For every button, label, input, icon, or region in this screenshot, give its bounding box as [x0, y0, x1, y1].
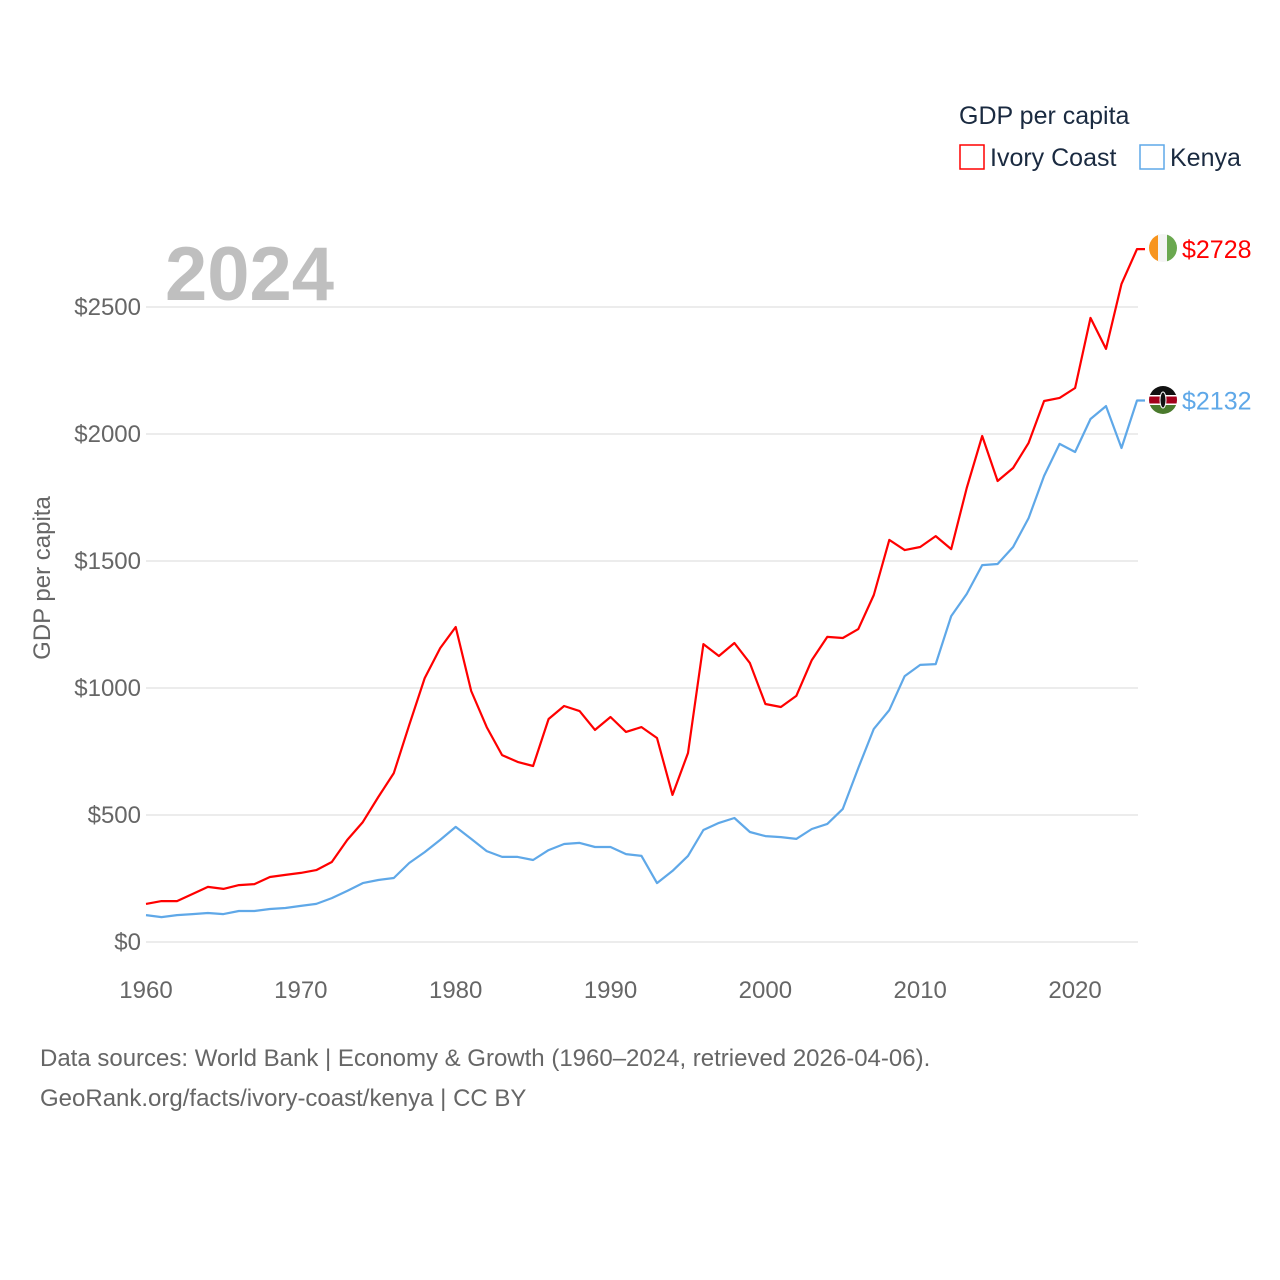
x-tick-label: 2000 [739, 977, 792, 1004]
end-value-label: $2132 [1182, 387, 1252, 415]
y-tick-label: $1500 [74, 548, 141, 575]
gridlines [146, 306, 1138, 943]
ivory-coast-flag-icon [1149, 234, 1177, 262]
footer-link[interactable]: GeoRank.org/facts/ivory-coast/kenya | CC… [40, 1085, 527, 1112]
end-value-label: $2728 [1182, 236, 1252, 264]
legend-item-kenya[interactable]: Kenya [1139, 144, 1241, 172]
x-tick-label: 1980 [429, 977, 482, 1004]
legend-swatch-ivory-coast [959, 144, 985, 170]
x-tick-label: 1970 [274, 977, 327, 1004]
x-tick-label: 1960 [119, 977, 172, 1004]
series-end-labels: $2728 $2132 [1182, 236, 1252, 415]
y-tick-label: $2500 [74, 294, 141, 321]
x-axis-ticks: 1960 1970 1980 1990 2000 2010 2020 [119, 977, 1101, 1004]
x-tick-label: 1990 [584, 977, 637, 1004]
legend-label-ivory-coast: Ivory Coast [990, 144, 1116, 172]
series-line-kenya [145, 399, 1145, 919]
footer-sources: Data sources: World Bank | Economy & Gro… [40, 1045, 931, 1072]
year-label: 2024 [165, 232, 334, 317]
series-lines [145, 248, 1145, 919]
legend-item-ivory-coast[interactable]: Ivory Coast [959, 144, 1116, 172]
y-axis-label: GDP per capita [29, 496, 56, 660]
y-tick-label: $1000 [74, 675, 141, 702]
y-tick-label: $500 [88, 802, 141, 829]
y-tick-label: $0 [114, 929, 141, 956]
legend-swatch-kenya [1139, 144, 1165, 170]
legend-label-kenya: Kenya [1170, 144, 1241, 172]
series-line-ivory-coast [145, 248, 1145, 905]
kenya-flag-icon [1149, 386, 1177, 414]
legend-title: GDP per capita [959, 102, 1130, 130]
x-tick-label: 2010 [894, 977, 947, 1004]
x-tick-label: 2020 [1048, 977, 1101, 1004]
y-axis-ticks: $0 $500 $1000 $1500 $2000 $2500 [74, 294, 141, 956]
y-tick-label: $2000 [74, 421, 141, 448]
